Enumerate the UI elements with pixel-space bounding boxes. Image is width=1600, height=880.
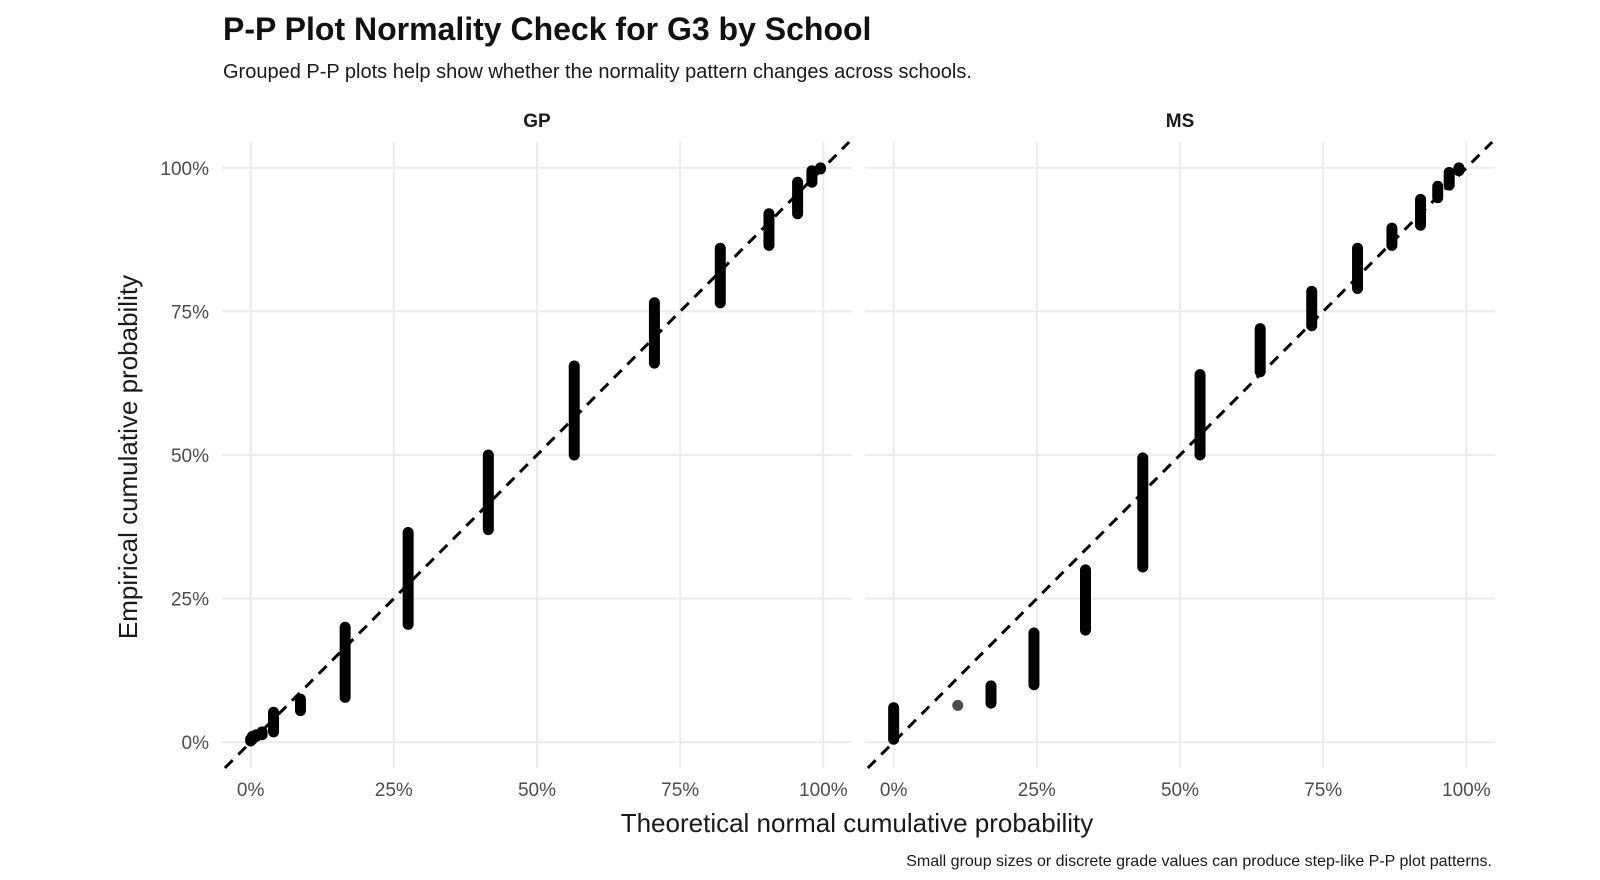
x-tick-label-ms-0: 0%	[880, 780, 908, 801]
reference-line-gp	[223, 140, 851, 770]
x-tick-label-ms-2: 50%	[1161, 780, 1199, 801]
reference-line-ms	[866, 140, 1494, 770]
chart-title: P-P Plot Normality Check for G3 by Schoo…	[223, 11, 871, 47]
x-tick-label-gp-2: 50%	[518, 780, 556, 801]
y-tick-label-0: 0%	[182, 733, 210, 754]
x-tick-label-ms-3: 75%	[1304, 780, 1342, 801]
y-tick-label-3: 75%	[171, 302, 209, 323]
y-tick-label-2: 50%	[171, 446, 209, 467]
data-points-gp	[223, 140, 851, 770]
facet-strip-label-gp: GP	[523, 111, 551, 132]
y-ticks: 0% 25% 50% 75% 100%	[160, 159, 209, 754]
facet-strip-label-ms: MS	[1166, 111, 1195, 132]
x-ticks-ms: 0% 25% 50% 75% 100%	[880, 780, 1491, 801]
data-points-ms	[866, 140, 1494, 770]
x-tick-label-gp-1: 25%	[375, 780, 413, 801]
x-tick-label-ms-1: 25%	[1018, 780, 1056, 801]
chart-subtitle: Grouped P-P plots help show whether the …	[223, 61, 972, 83]
x-tick-label-gp-3: 75%	[661, 780, 699, 801]
facet-panel-ms: MS 0% 25% 50% 75% 100%	[865, 111, 1495, 801]
x-tick-label-gp-0: 0%	[237, 780, 265, 801]
chart-caption: Small group sizes or discrete grade valu…	[906, 853, 1492, 870]
x-tick-label-ms-4: 100%	[1442, 780, 1491, 801]
point-ms-1	[952, 699, 964, 711]
y-tick-label-4: 100%	[160, 159, 209, 180]
y-tick-label-1: 25%	[171, 590, 209, 611]
gridlines-gp	[222, 142, 852, 768]
y-axis-title: Empirical cumulative probability	[113, 275, 143, 639]
facet-panel-gp: GP 0% 25% 50% 75% 100%	[222, 111, 852, 801]
x-axis-title: Theoretical normal cumulative probabilit…	[621, 808, 1094, 838]
x-ticks-gp: 0% 25% 50% 75% 100%	[237, 780, 848, 801]
x-tick-label-gp-4: 100%	[799, 780, 848, 801]
